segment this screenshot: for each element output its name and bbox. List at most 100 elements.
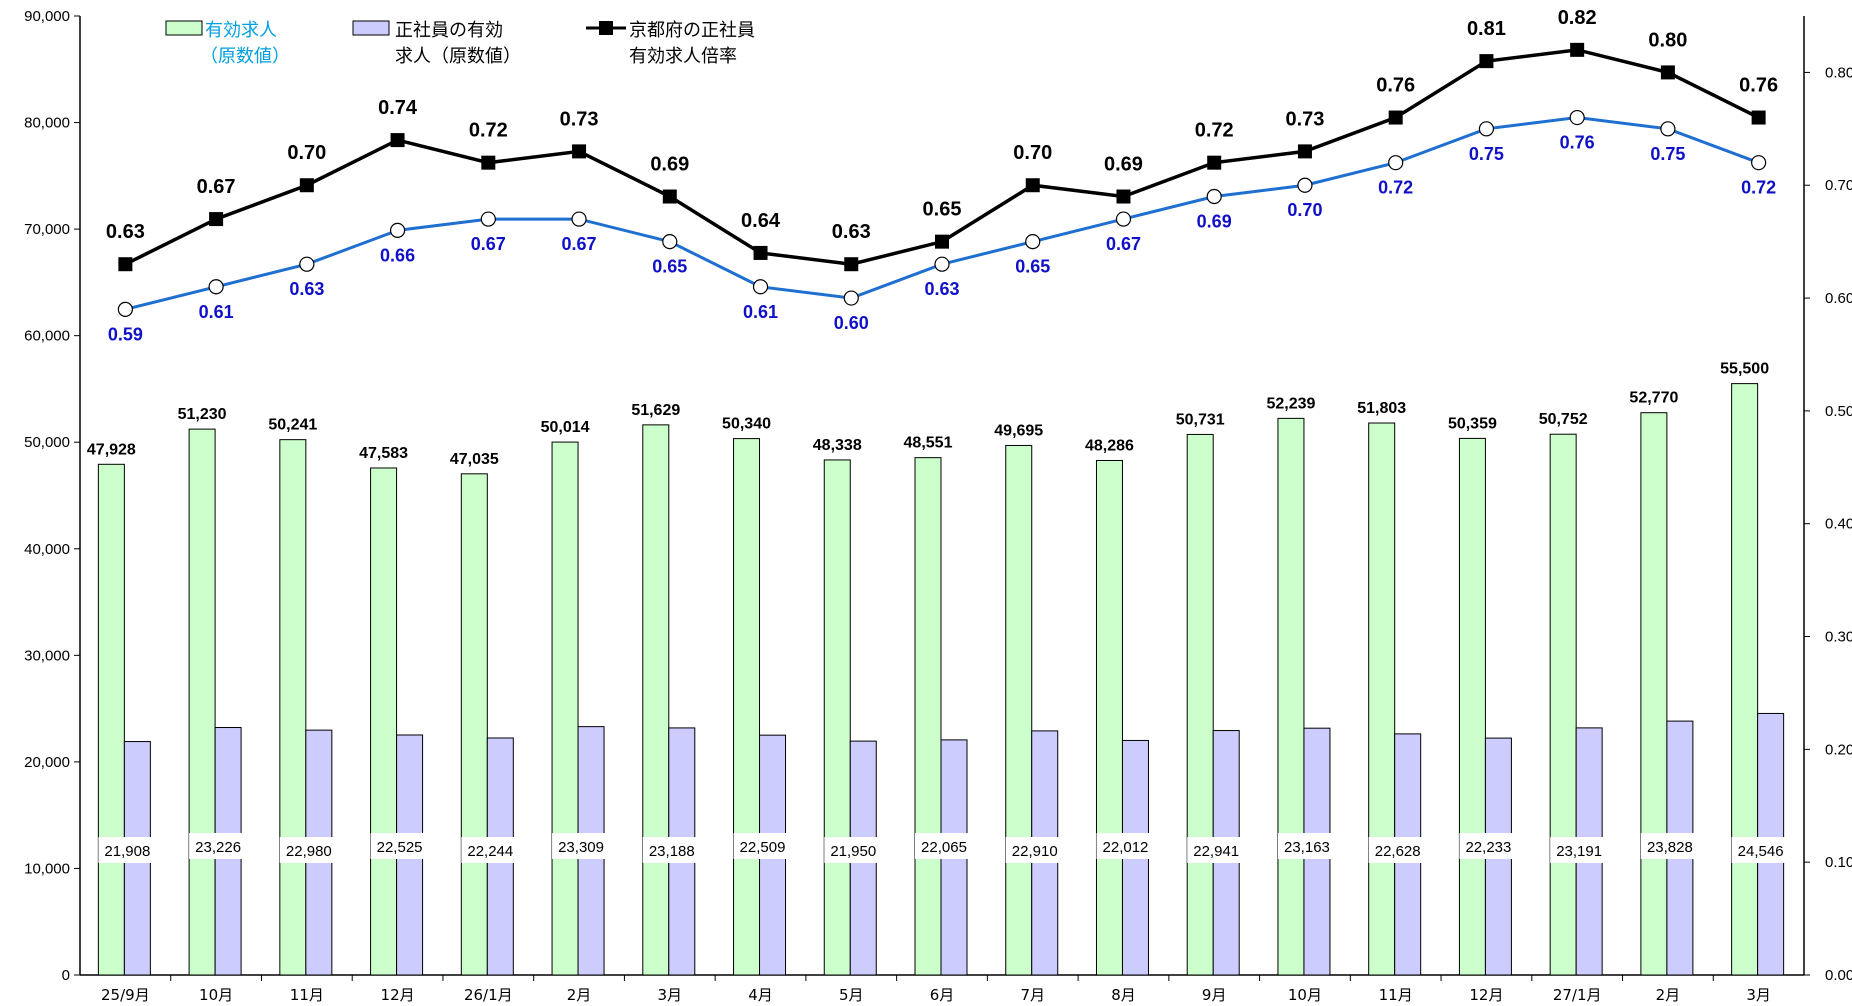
point-label-blue: 0.65 bbox=[652, 257, 687, 277]
bar-label-box bbox=[1459, 833, 1518, 859]
point-black bbox=[935, 234, 949, 249]
point-blue bbox=[117, 301, 133, 317]
point-blue bbox=[1115, 211, 1132, 227]
right-tick-label: 0.40 bbox=[1825, 516, 1852, 533]
bar-job-openings bbox=[823, 459, 851, 976]
x-tick-label: 5月 bbox=[839, 986, 864, 1004]
bar-label-regular-openings: 23,828 bbox=[1647, 839, 1693, 856]
bar-label-box bbox=[1731, 837, 1790, 863]
left-tick-label: 30,000 bbox=[24, 647, 70, 664]
point-label-black: 0.70 bbox=[287, 142, 326, 164]
point-label-blue: 0.72 bbox=[1741, 178, 1776, 198]
bar-label-regular-openings: 22,628 bbox=[1375, 843, 1421, 860]
point-black bbox=[209, 212, 224, 227]
bar-label-box bbox=[1005, 837, 1064, 863]
point-blue bbox=[1206, 188, 1222, 205]
point-label-black: 0.65 bbox=[923, 199, 962, 221]
point-black bbox=[1479, 54, 1494, 69]
point-blue bbox=[1660, 121, 1676, 137]
point-blue bbox=[1297, 177, 1313, 193]
x-tick-label: 4月 bbox=[748, 986, 773, 1004]
x-tick-label: 27/1月 bbox=[1553, 986, 1602, 1004]
x-tick-label: 2月 bbox=[1656, 986, 1681, 1004]
point-blue bbox=[389, 222, 406, 238]
bar-job-openings bbox=[642, 424, 670, 976]
right-tick-label: 0.10 bbox=[1825, 854, 1852, 871]
bar-label-job-openings: 50,359 bbox=[1448, 415, 1497, 432]
point-label-blue: 0.70 bbox=[1287, 200, 1322, 220]
left-tick-label: 40,000 bbox=[24, 541, 70, 558]
left-tick-label: 70,000 bbox=[24, 221, 70, 238]
x-tick-label: 25/9月 bbox=[101, 986, 150, 1004]
bar-label-box bbox=[733, 833, 792, 859]
point-black bbox=[1207, 155, 1222, 170]
bar-label-box bbox=[1640, 833, 1699, 859]
point-label-blue: 0.75 bbox=[1650, 144, 1685, 164]
legend-marker-black bbox=[599, 21, 613, 35]
bar-job-openings bbox=[1277, 417, 1305, 976]
point-black bbox=[572, 144, 587, 159]
bar-job-openings bbox=[1186, 433, 1214, 976]
point-label-blue: 0.76 bbox=[1560, 133, 1595, 153]
point-label-black: 0.73 bbox=[1285, 108, 1324, 130]
legend-swatch-purple bbox=[352, 20, 390, 36]
point-blue bbox=[934, 256, 950, 272]
bar-job-openings bbox=[1005, 444, 1033, 976]
bar-label-box bbox=[1368, 837, 1427, 863]
x-tick-label: 8月 bbox=[1111, 986, 1136, 1004]
x-tick-label: 26/1月 bbox=[464, 986, 513, 1004]
point-label-blue: 0.67 bbox=[562, 234, 597, 254]
bar-label-box bbox=[98, 837, 157, 863]
left-tick-label: 50,000 bbox=[24, 434, 70, 451]
bar-label-job-openings: 48,551 bbox=[904, 435, 953, 452]
bar-label-job-openings: 48,286 bbox=[1085, 437, 1134, 454]
bar-label-regular-openings: 22,910 bbox=[1012, 843, 1058, 860]
bar-job-openings bbox=[460, 473, 488, 976]
point-label-black: 0.76 bbox=[1739, 75, 1778, 97]
point-black bbox=[481, 155, 496, 170]
point-blue bbox=[1569, 109, 1585, 126]
bar-job-openings bbox=[279, 439, 307, 976]
right-tick-label: 0.00 bbox=[1825, 967, 1852, 984]
bar-job-openings bbox=[1095, 459, 1123, 976]
x-tick-label: 2月 bbox=[567, 986, 592, 1004]
bar-label-regular-openings: 21,950 bbox=[830, 843, 876, 860]
point-blue bbox=[662, 234, 678, 250]
bar-label-regular-openings: 23,226 bbox=[195, 839, 241, 856]
x-tick-label: 12月 bbox=[381, 986, 415, 1004]
legend-label-black-2: 有効求人倍率 bbox=[629, 46, 737, 67]
bar-label-regular-openings: 22,525 bbox=[377, 839, 423, 856]
legend: 有効求人 （原数値） 正社員の有効 求人（原数値） 京都府の正社員 有効求人倍率 bbox=[165, 20, 755, 67]
legend-label-purple-2: 求人（原数値） bbox=[395, 46, 521, 67]
bar-label-job-openings: 47,928 bbox=[87, 441, 136, 458]
point-blue bbox=[1388, 155, 1404, 171]
bar-label-job-openings: 50,752 bbox=[1539, 411, 1588, 428]
bar-label-regular-openings: 22,233 bbox=[1465, 839, 1511, 856]
point-label-black: 0.69 bbox=[650, 154, 689, 176]
right-tick-label: 0.30 bbox=[1825, 629, 1852, 646]
bar-job-openings bbox=[1549, 433, 1577, 976]
x-tick-label: 3月 bbox=[1746, 986, 1771, 1004]
legend-swatch-green bbox=[165, 20, 203, 36]
point-label-blue: 0.61 bbox=[199, 302, 234, 322]
bar-label-box bbox=[1277, 833, 1336, 859]
point-label-black: 0.81 bbox=[1467, 18, 1506, 40]
point-blue bbox=[1025, 234, 1041, 250]
bars bbox=[97, 383, 1785, 976]
bar-label-regular-openings: 22,244 bbox=[467, 843, 513, 860]
point-blue bbox=[299, 256, 315, 272]
point-black bbox=[753, 245, 768, 260]
bar-label-regular-openings: 22,012 bbox=[1103, 839, 1149, 856]
x-tick-label: 11月 bbox=[290, 986, 324, 1004]
legend-label-green-1: 有効求人 bbox=[205, 20, 277, 41]
bar-label-job-openings: 49,695 bbox=[994, 422, 1043, 439]
point-black bbox=[1751, 110, 1766, 125]
point-label-black: 0.82 bbox=[1558, 7, 1597, 29]
point-label-black: 0.72 bbox=[1195, 120, 1234, 142]
point-black bbox=[299, 178, 314, 193]
point-black bbox=[118, 257, 133, 272]
right-tick-label: 0.50 bbox=[1825, 403, 1852, 420]
legend-label-green-2: （原数値） bbox=[200, 46, 290, 67]
point-label-blue: 0.65 bbox=[1015, 257, 1050, 277]
bar-label-box bbox=[279, 837, 338, 863]
